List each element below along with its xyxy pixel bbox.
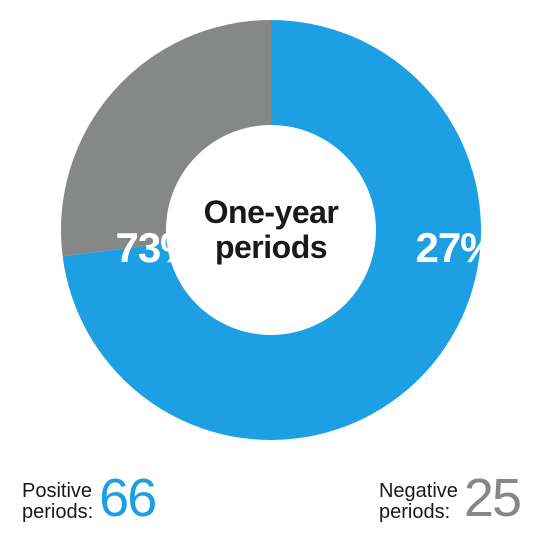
negative-label-line2: periods: bbox=[379, 501, 450, 523]
positive-label-line1: Positive bbox=[22, 480, 92, 502]
positive-periods: Positive periods: 66 bbox=[22, 474, 155, 523]
donut-svg bbox=[61, 20, 481, 440]
negative-label-line1: Negative bbox=[379, 480, 458, 502]
negative-periods: Negative periods: 25 bbox=[379, 474, 520, 523]
donut-chart: One-year periods 73%27% bbox=[61, 20, 481, 440]
positive-value: 66 bbox=[99, 474, 155, 523]
negative-value: 25 bbox=[464, 474, 520, 523]
positive-label: Positive periods: bbox=[22, 481, 93, 523]
negative-label: Negative periods: bbox=[379, 481, 458, 523]
footer: Positive periods: 66 Negative periods: 2… bbox=[0, 474, 542, 523]
positive-label-line2: periods: bbox=[22, 501, 93, 523]
slice-negative bbox=[61, 20, 271, 256]
chart-container: One-year periods 73%27% Positive periods… bbox=[0, 0, 542, 541]
